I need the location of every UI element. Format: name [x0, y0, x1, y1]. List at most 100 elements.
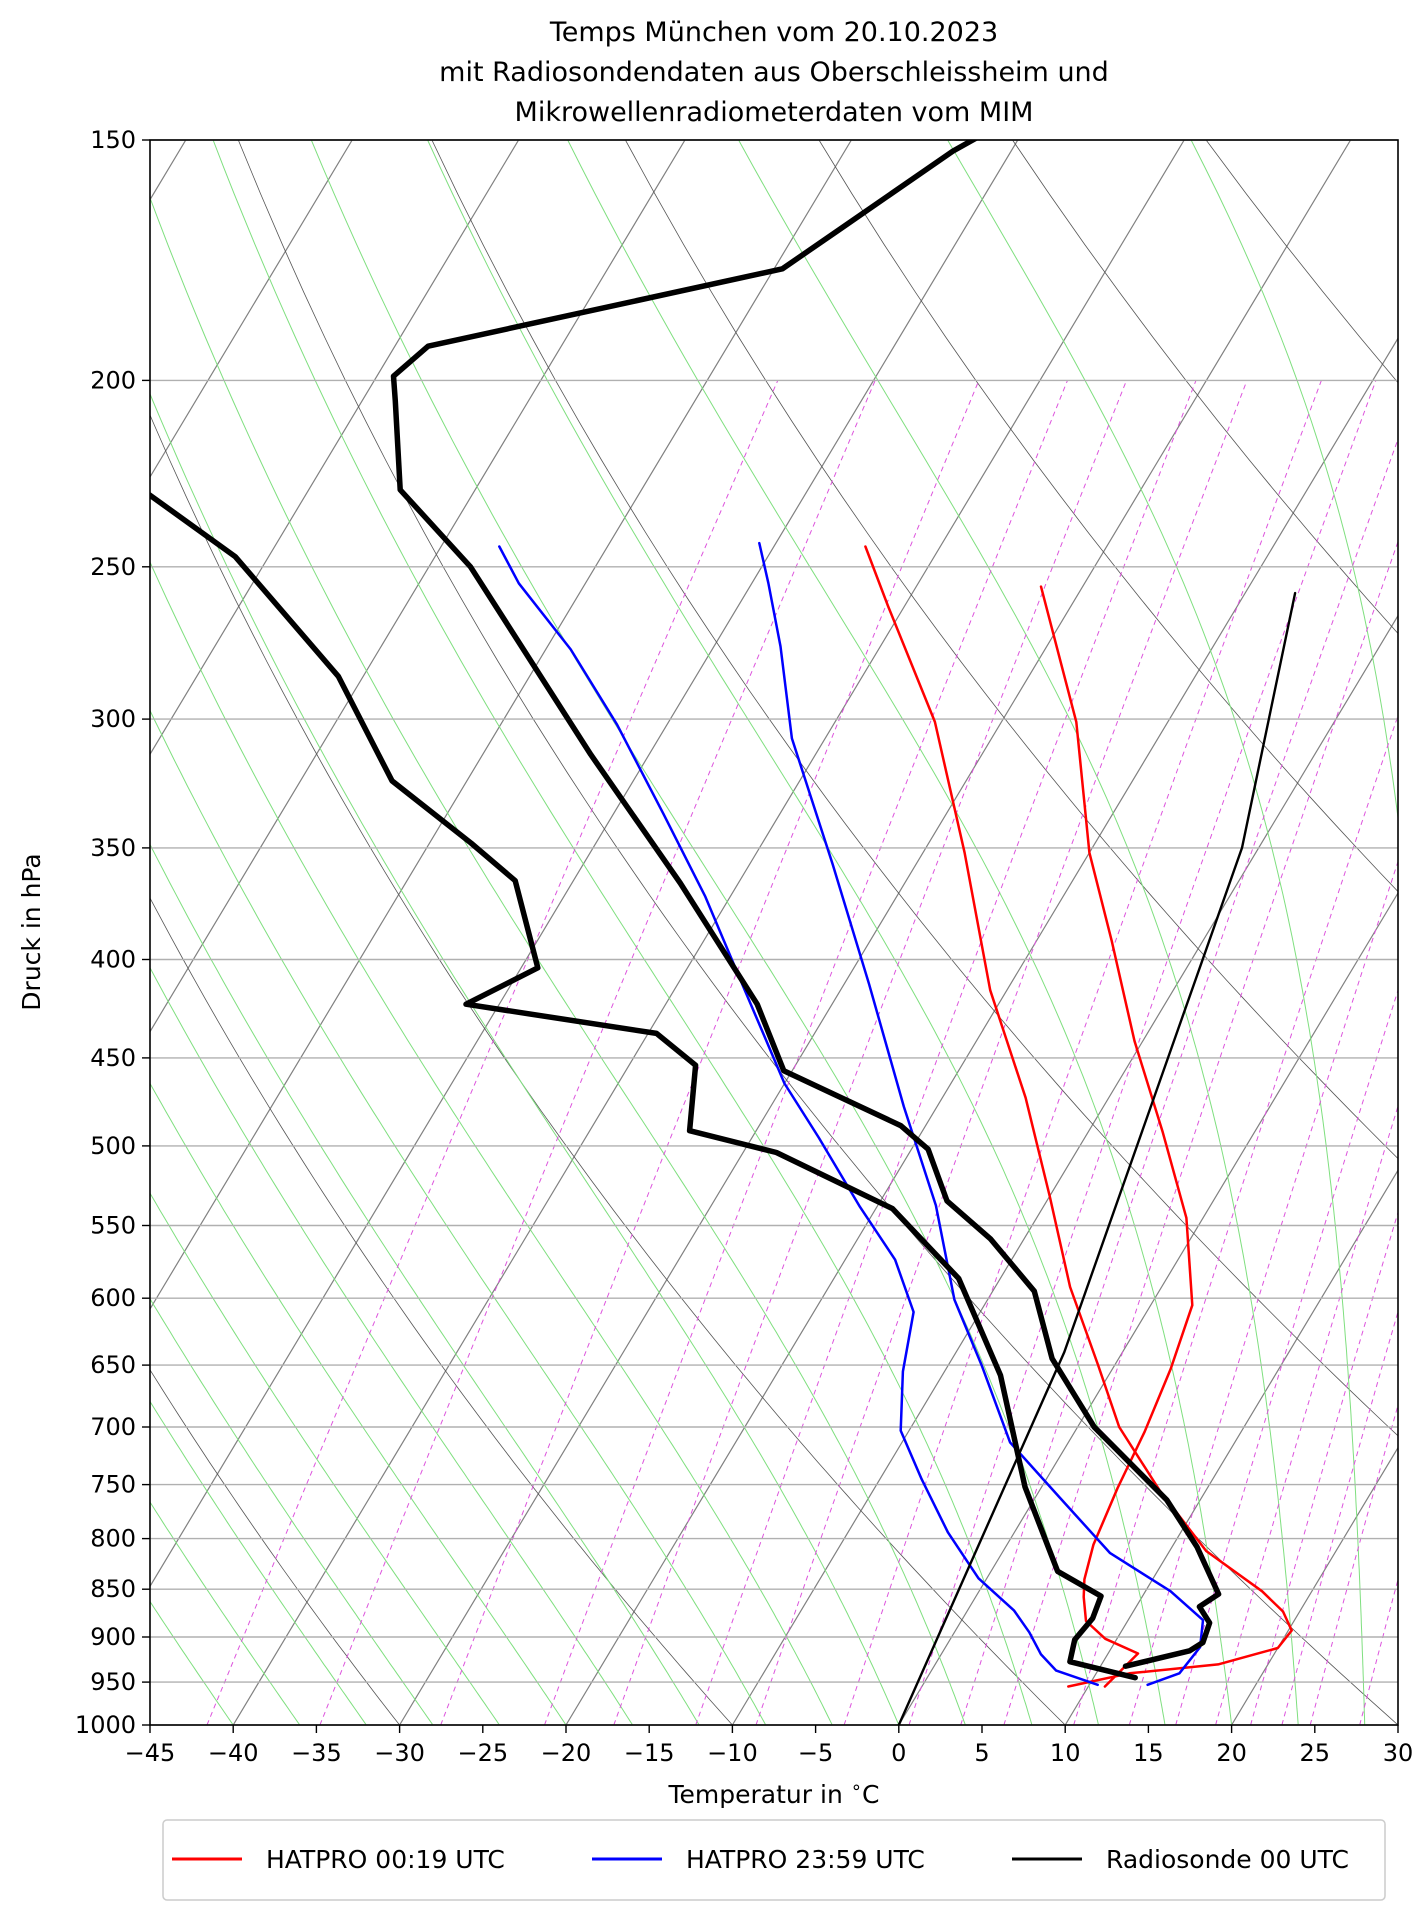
isotherm-line [399, 140, 1352, 1725]
x-tick-label: 15 [1133, 1739, 1164, 1767]
x-tick-label: −20 [541, 1739, 592, 1767]
chart-title-line-1: Temps München vom 20.10.2023 [549, 17, 998, 48]
isotherm-line [150, 140, 686, 1033]
mixing-ratio-line [1003, 540, 1398, 1725]
legend: HATPRO 00:19 UTC HATPRO 23:59 UTC Radios… [162, 1819, 1386, 1901]
series-hatpro-23-59-utc [498, 545, 1099, 1687]
y-tick-label: 1000 [75, 1711, 136, 1739]
y-axis-ticks: 150 200 250 300 350 400 450 500 550 600 650 700 750 8… [75, 126, 150, 1739]
mixing-ratio-line [1359, 1577, 1398, 1725]
x-tick-label: 5 [974, 1739, 989, 1767]
x-tick-label: −35 [291, 1739, 342, 1767]
legend-label-radiosonde: Radiosonde 00 UTC [1106, 1845, 1349, 1874]
y-tick-label: 450 [90, 1044, 136, 1072]
isotherm-line [1231, 1446, 1398, 1725]
isotherm-line [150, 140, 520, 756]
series-hatpro-00-19-utc [864, 545, 1293, 1688]
x-tick-label: −30 [374, 1739, 425, 1767]
x-tick-label: 30 [1383, 1739, 1414, 1767]
dry-adiabat-line [431, 140, 1398, 1437]
x-tick-label: 20 [1216, 1739, 1247, 1767]
mixing-ratio-line [908, 380, 1377, 1725]
isotherm-line [150, 140, 852, 1311]
mixing-ratio-line [544, 380, 1068, 1725]
moist-adiabat-line [150, 709, 767, 1725]
y-tick-label: 200 [90, 366, 136, 394]
x-tick-label: −40 [208, 1739, 259, 1767]
moist-adiabat-line [738, 140, 1299, 1725]
y-tick-label: 400 [90, 946, 136, 974]
y-tick-label: 250 [90, 553, 136, 581]
y-tick-label: 300 [90, 705, 136, 733]
y-tick-label: 700 [90, 1413, 136, 1441]
dry-adiabat-line [150, 897, 733, 1725]
moist-adiabat-line [150, 966, 634, 1725]
moist-adiabat-line [150, 1082, 567, 1725]
dry-adiabat-line [625, 140, 1398, 1160]
x-tick-label: −10 [707, 1739, 758, 1767]
moist-adiabat-line [150, 196, 966, 1725]
moist-adiabat-line [150, 1192, 500, 1725]
y-tick-label: 850 [90, 1575, 136, 1603]
x-tick-label: 25 [1300, 1739, 1331, 1767]
mixing-ratio-line [1128, 860, 1398, 1725]
x-tick-label: −15 [624, 1739, 675, 1767]
isotherm-line [1397, 1723, 1398, 1725]
moist-adiabat-line [150, 843, 700, 1725]
x-tick-label: −25 [457, 1739, 508, 1767]
x-axis-ticks: −45 −40 −35 −30 −25 −20 −15 −10 −5 0 5 10 15 20 25 30 [125, 1725, 1414, 1767]
dry-adiabat-line [1012, 140, 1398, 635]
x-tick-label: −5 [798, 1739, 833, 1767]
moist-adiabat-line [150, 560, 833, 1725]
mixing-ratio-line [440, 380, 980, 1725]
y-tick-label: 800 [90, 1525, 136, 1553]
legend-label-hatpro-2359: HATPRO 23:59 UTC [686, 1845, 925, 1874]
grid-lines [150, 139, 1398, 1726]
plot-frame [149, 139, 1399, 1726]
mixing-ratio-line [1309, 1403, 1398, 1725]
y-tick-label: 950 [90, 1668, 136, 1696]
moist-adiabat-line [150, 1501, 301, 1725]
x-tick-label: 10 [1050, 1739, 1081, 1767]
mixing-ratio-line [1281, 1309, 1398, 1725]
data-series [150, 140, 1297, 1725]
y-tick-label: 650 [90, 1351, 136, 1379]
y-tick-label: 550 [90, 1212, 136, 1240]
mixing-ratio-line [1402, 380, 1427, 1725]
dry-adiabat-line [1205, 140, 1398, 384]
moist-adiabat-line [567, 140, 1233, 1725]
chart-title-line-2: mit Radiosondendaten aus Oberschleisshei… [439, 57, 1109, 88]
isotherm-line [731, 614, 1398, 1725]
y-tick-label: 150 [90, 126, 136, 154]
moist-adiabat-line [150, 1400, 367, 1725]
moist-adiabat-line [1190, 140, 1398, 823]
y-tick-label: 750 [90, 1471, 136, 1499]
mixing-ratio-line [1175, 988, 1398, 1725]
dry-adiabat-line [818, 140, 1398, 893]
y-tick-label: 500 [90, 1132, 136, 1160]
mixing-ratio-line [613, 380, 1127, 1725]
chart-title-line-3: Mikrowellenradiometerdaten vom MIM [515, 97, 1034, 128]
isotherm-line [1064, 1169, 1398, 1725]
moist-adiabat-line [212, 140, 1033, 1725]
x-axis-label: Temperatur in ∘C [668, 1777, 880, 1809]
moist-adiabat-line [947, 140, 1366, 1725]
dry-adiabat-line [1400, 140, 1427, 1725]
moist-adiabat-line [150, 1297, 434, 1725]
isotherm-line [150, 140, 353, 479]
x-tick-label: −45 [125, 1739, 176, 1767]
series-line [897, 591, 1297, 1725]
moist-adiabat-line [150, 392, 900, 1725]
isotherm-line [565, 337, 1398, 1725]
mixing-ratio-line [755, 380, 1248, 1725]
mixing-ratio-line [1250, 1210, 1398, 1725]
mixing-ratio-line [1073, 714, 1398, 1725]
y-axis-label: Druck in hPa [17, 853, 46, 1010]
dry-adiabat-line [237, 140, 1398, 1725]
series-hatpro-23-59-utc [758, 541, 1205, 1687]
dry-adiabat-line [150, 413, 1066, 1725]
y-tick-label: 600 [90, 1284, 136, 1312]
legend-label-hatpro-0019: HATPRO 00:19 UTC [266, 1845, 505, 1874]
series-hatpro-00-19-utc [1039, 585, 1194, 1688]
